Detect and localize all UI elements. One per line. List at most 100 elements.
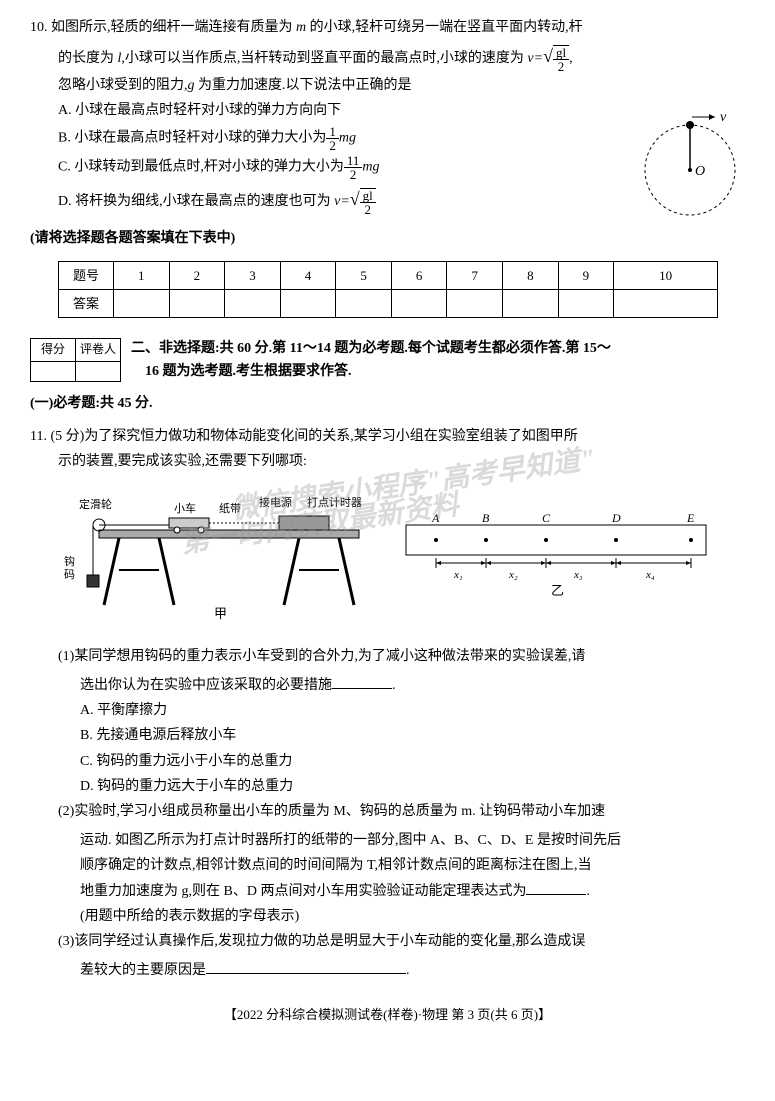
v-label: v	[720, 110, 727, 125]
q11-line1: 11. (5 分)为了探究恒力做功和物体动能变化间的关系,某学习小组在实验室组装…	[30, 424, 745, 449]
svg-text:E: E	[686, 511, 695, 525]
col-1: 1	[114, 262, 170, 290]
q10-sqrt-num: gl	[553, 46, 569, 59]
circle-diagram: v O	[630, 105, 750, 234]
answer-table: 题号 1 2 3 4 5 6 7 8 9 10 答案	[58, 261, 718, 318]
circle-svg: v O	[630, 105, 750, 225]
q10-var-g: g	[188, 78, 195, 93]
sub2-line4: 地重力加速度为 g,则在 B、D 两点间对小车用实验验证动能定理表达式为.	[30, 879, 745, 904]
q10-formula-v: v=	[527, 51, 543, 66]
q10-optc-pre: C. 小球转动到最低点时,杆对小球的弹力大小为	[58, 160, 344, 175]
q10-text4: ,小球可以当作质点,当杆转动到竖直平面的最高点时,小球的速度为	[121, 51, 527, 66]
svg-text:码: 码	[64, 568, 75, 581]
q11-sub1: (1)某同学想用钩码的重力表示小车受到的合外力,为了减小这种做法带来的实验误差,…	[30, 644, 745, 669]
sub-section-1: (一)必考题:共 45 分.	[30, 391, 745, 416]
q10-optc-num: 11	[344, 154, 363, 168]
score-h1: 得分	[31, 339, 76, 362]
ans-6[interactable]	[391, 290, 447, 318]
q10-text7: 为重力加速度.以下说法中正确的是	[195, 78, 412, 93]
svg-text:打点计时器: 打点计时器	[307, 495, 362, 509]
section2-line2: 16 题为选考题.考生根据要求作答.	[131, 361, 745, 383]
score-box: 得分 评卷人	[30, 338, 121, 382]
q10-optd-formula: v=	[334, 194, 350, 209]
col-5: 5	[336, 262, 392, 290]
ans-9[interactable]	[558, 290, 614, 318]
sub3-text2: 差较大的主要原因是	[80, 963, 206, 978]
ans-1[interactable]	[114, 290, 170, 318]
sub1-num: (1)	[58, 649, 74, 664]
q11-text1: 为了探究恒力做功和物体动能变化间的关系,某学习小组在实验室组装了如图甲所	[84, 429, 578, 444]
svg-text:x₃: x₃	[573, 569, 583, 581]
svg-text:x₁: x₁	[453, 569, 463, 581]
q11-line2: 示的装置,要完成该实验,还需要下列哪项:	[30, 449, 745, 474]
q11-sub3: (3)该同学经过认真操作后,发现拉力做的功总是明显大于小车动能的变化量,那么造成…	[30, 929, 745, 954]
q10-optd-sqrt-den: 2	[360, 202, 376, 216]
apparatus-svg: 定滑轮 钩 码 小车 纸带 接电源 打点计时器 甲	[59, 490, 379, 620]
sub2-line3: 顺序确定的计数点,相邻计数点间的时间间隔为 T,相邻计数点间的距离标注在图上,当	[30, 853, 745, 878]
header-label: 题号	[59, 262, 114, 290]
col-8: 8	[503, 262, 559, 290]
ans-7[interactable]	[447, 290, 503, 318]
q10-optc-den: 2	[344, 168, 363, 181]
sub3-period: .	[406, 963, 410, 978]
q10-text2: 的小球,轻杆可绕另一端在竖直平面内转动,杆	[306, 20, 583, 35]
tape-diagram: A B C D E	[396, 510, 716, 609]
q11-sub2: (2)实验时,学习小组成员称量出小车的质量为 M、钩码的总质量为 m. 让钩码带…	[30, 799, 745, 824]
q10-optd-pre: D. 将杆换为细线,小球在最高点的速度也可为	[58, 194, 334, 209]
q10-text6: 忽略小球受到的阻力,	[58, 78, 188, 93]
q11-number: 11.	[30, 429, 47, 444]
svg-text:D: D	[611, 511, 621, 525]
sub1-period: .	[392, 678, 396, 693]
ans-5[interactable]	[336, 290, 392, 318]
sub3-blank[interactable]	[206, 958, 406, 974]
q11-score: (5 分)	[50, 429, 84, 444]
sub2-period: .	[586, 884, 590, 899]
q10-line3: 忽略小球受到的阻力,g 为重力加速度.以下说法中正确的是	[30, 73, 745, 98]
q10-optb-pre: B. 小球在最高点时轻杆对小球的弹力大小为	[58, 131, 326, 146]
ans-3[interactable]	[225, 290, 281, 318]
o-label: O	[695, 164, 705, 179]
section2-line1: 二、非选择题:共 60 分.第 11～14 题为必考题.每个试题考生都必须作答.…	[131, 338, 745, 360]
sub1-optB: B. 先接通电源后释放小车	[30, 723, 745, 748]
q10-var-m: m	[296, 20, 306, 35]
sub1-optD: D. 钩码的重力远大于小车的总重力	[30, 774, 745, 799]
score-cell-1[interactable]	[31, 361, 76, 381]
sub2-blank[interactable]	[526, 879, 586, 895]
ans-2[interactable]	[169, 290, 225, 318]
svg-text:接电源: 接电源	[259, 495, 292, 509]
col-2: 2	[169, 262, 225, 290]
score-h2: 评卷人	[76, 339, 121, 362]
q10-line2: 的长度为 l,小球可以当作质点,当杆转动到竖直平面的最高点时,小球的速度为 v=…	[30, 40, 745, 73]
sub1-optA: A. 平衡摩擦力	[30, 698, 745, 723]
question-11: 11. (5 分)为了探究恒力做功和物体动能变化间的关系,某学习小组在实验室组装…	[30, 424, 745, 983]
q10-optb-den: 2	[326, 139, 339, 152]
col-3: 3	[225, 262, 281, 290]
ans-10[interactable]	[614, 290, 718, 318]
sub1-blank[interactable]	[332, 673, 392, 689]
sub2-line2: 运动. 如图乙所示为打点计时器所打的纸带的一部分,图中 A、B、C、D、E 是按…	[30, 828, 745, 853]
q10-optb-num: 1	[326, 125, 339, 139]
col-6: 6	[391, 262, 447, 290]
col-7: 7	[447, 262, 503, 290]
sub1-text1: 某同学想用钩码的重力表示小车受到的合外力,为了减小这种做法带来的实验误差,请	[74, 649, 585, 664]
sub3-text1: 该同学经过认真操作后,发现拉力做的功总是明显大于小车动能的变化量,那么造成误	[74, 934, 585, 949]
svg-text:C: C	[542, 511, 551, 525]
score-cell-2[interactable]	[76, 361, 121, 381]
sub2-line5: (用题中所给的表示数据的字母表示)	[30, 904, 745, 929]
svg-text:小车: 小车	[174, 501, 196, 515]
question-10: 10. 如图所示,轻质的细杆一端连接有质量为 m 的小球,轻杆可绕另一端在竖直平…	[30, 15, 745, 216]
tape-svg: A B C D E	[396, 510, 716, 600]
ans-4[interactable]	[280, 290, 336, 318]
sub2-text1: 实验时,学习小组成员称量出小车的质量为 M、钩码的总质量为 m. 让钩码带动小车…	[74, 804, 605, 819]
section-2-text: 二、非选择题:共 60 分.第 11～14 题为必考题.每个试题考生都必须作答.…	[131, 338, 745, 383]
sub2-text4: 地重力加速度为 g,则在 B、D 两点间对小车用实验验证动能定理表达式为	[80, 884, 526, 899]
col-9: 9	[558, 262, 614, 290]
svg-text:定滑轮: 定滑轮	[79, 497, 112, 511]
q10-optb-post: mg	[339, 131, 356, 146]
sub1-optC: C. 钩码的重力远小于小车的总重力	[30, 749, 745, 774]
q10-line1: 10. 如图所示,轻质的细杆一端连接有质量为 m 的小球,轻杆可绕另一端在竖直平…	[30, 15, 745, 40]
ans-8[interactable]	[503, 290, 559, 318]
q10-optd-sqrt-num: gl	[360, 189, 376, 202]
diagram-row: 微信搜索小程序"高考早知道" 第一时间获取最新资料 定滑轮	[30, 490, 745, 629]
svg-text:甲: 甲	[214, 606, 227, 620]
